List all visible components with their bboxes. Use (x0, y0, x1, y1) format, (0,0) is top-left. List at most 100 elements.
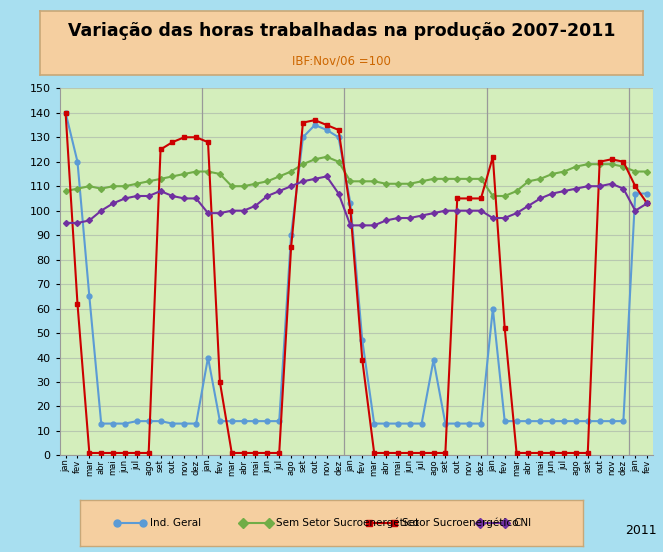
CNI (536, 195, 544, 201)
Setor Sucroenergético (287, 244, 295, 251)
Ind. Geral (370, 420, 378, 427)
CNI (311, 176, 319, 182)
Ind. Geral (133, 418, 141, 424)
CNI (406, 215, 414, 221)
Sem Setor Sucroenergético (180, 171, 188, 177)
Ind. Geral (358, 337, 366, 344)
Sem Setor Sucroenergético (595, 161, 603, 167)
Sem Setor Sucroenergético (156, 176, 164, 182)
Sem Setor Sucroenergético (501, 193, 509, 199)
Ind. Geral (572, 418, 580, 424)
CNI (287, 183, 295, 189)
CNI (584, 183, 592, 189)
Sem Setor Sucroenergético (299, 161, 307, 167)
Ind. Geral (263, 418, 271, 424)
Sem Setor Sucroenergético (572, 163, 580, 170)
Sem Setor Sucroenergético (216, 171, 224, 177)
Setor Sucroenergético (465, 195, 473, 201)
Setor Sucroenergético (62, 109, 70, 116)
Sem Setor Sucroenergético (204, 168, 212, 175)
Setor Sucroenergético (477, 195, 485, 201)
Setor Sucroenergético (311, 117, 319, 124)
CNI (394, 215, 402, 221)
Setor Sucroenergético (418, 450, 426, 457)
Setor Sucroenergético (489, 153, 497, 160)
Ind. Geral (251, 418, 259, 424)
Sem Setor Sucroenergético (97, 185, 105, 192)
CNI (133, 193, 141, 199)
Sem Setor Sucroenergético (430, 176, 438, 182)
Text: CNI: CNI (513, 518, 531, 528)
CNI (263, 193, 271, 199)
Setor Sucroenergético (299, 119, 307, 126)
Setor Sucroenergético (156, 146, 164, 153)
Setor Sucroenergético (180, 134, 188, 141)
Setor Sucroenergético (275, 450, 283, 457)
CNI (251, 203, 259, 209)
CNI (335, 190, 343, 197)
Ind. Geral (394, 420, 402, 427)
Setor Sucroenergético (501, 325, 509, 331)
Ind. Geral (311, 121, 319, 128)
Ind. Geral (287, 232, 295, 238)
CNI (465, 208, 473, 214)
Ind. Geral (643, 190, 651, 197)
Line: Sem Setor Sucroenergético: Sem Setor Sucroenergético (64, 155, 649, 198)
Sem Setor Sucroenergético (145, 178, 152, 184)
CNI (572, 185, 580, 192)
CNI (109, 200, 117, 206)
Ind. Geral (477, 420, 485, 427)
CNI (430, 210, 438, 216)
Setor Sucroenergético (347, 208, 355, 214)
Text: Ind. Geral: Ind. Geral (150, 518, 202, 528)
Sem Setor Sucroenergético (631, 168, 639, 175)
Text: 2008: 2008 (257, 524, 289, 537)
Sem Setor Sucroenergético (228, 183, 236, 189)
Line: CNI: CNI (64, 174, 649, 227)
CNI (299, 178, 307, 184)
CNI (595, 183, 603, 189)
Setor Sucroenergético (560, 450, 568, 457)
Sem Setor Sucroenergético (251, 181, 259, 187)
Sem Setor Sucroenergético (442, 176, 450, 182)
Sem Setor Sucroenergético (287, 168, 295, 175)
Sem Setor Sucroenergético (607, 161, 615, 167)
Setor Sucroenergético (251, 450, 259, 457)
Sem Setor Sucroenergético (584, 161, 592, 167)
Ind. Geral (619, 418, 627, 424)
Line: Setor Sucroenergético: Setor Sucroenergético (64, 111, 649, 455)
Setor Sucroenergético (109, 450, 117, 457)
Ind. Geral (465, 420, 473, 427)
Ind. Geral (548, 418, 556, 424)
CNI (619, 185, 627, 192)
Ind. Geral (168, 420, 176, 427)
Setor Sucroenergético (263, 450, 271, 457)
CNI (442, 208, 450, 214)
Setor Sucroenergético (536, 450, 544, 457)
Ind. Geral (323, 126, 331, 133)
Ind. Geral (275, 418, 283, 424)
Ind. Geral (192, 420, 200, 427)
Sem Setor Sucroenergético (109, 183, 117, 189)
Ind. Geral (524, 418, 532, 424)
Setor Sucroenergético (335, 126, 343, 133)
Ind. Geral (607, 418, 615, 424)
Ind. Geral (442, 420, 450, 427)
Setor Sucroenergético (168, 139, 176, 146)
Ind. Geral (97, 420, 105, 427)
Setor Sucroenergético (512, 450, 520, 457)
Setor Sucroenergético (358, 357, 366, 363)
Ind. Geral (121, 420, 129, 427)
Ind. Geral (501, 418, 509, 424)
Sem Setor Sucroenergético (465, 176, 473, 182)
Setor Sucroenergético (228, 450, 236, 457)
CNI (275, 188, 283, 194)
CNI (512, 210, 520, 216)
Ind. Geral (584, 418, 592, 424)
Sem Setor Sucroenergético (275, 173, 283, 180)
CNI (121, 195, 129, 201)
Sem Setor Sucroenergético (382, 181, 390, 187)
Setor Sucroenergético (607, 156, 615, 163)
CNI (548, 190, 556, 197)
Sem Setor Sucroenergético (643, 168, 651, 175)
